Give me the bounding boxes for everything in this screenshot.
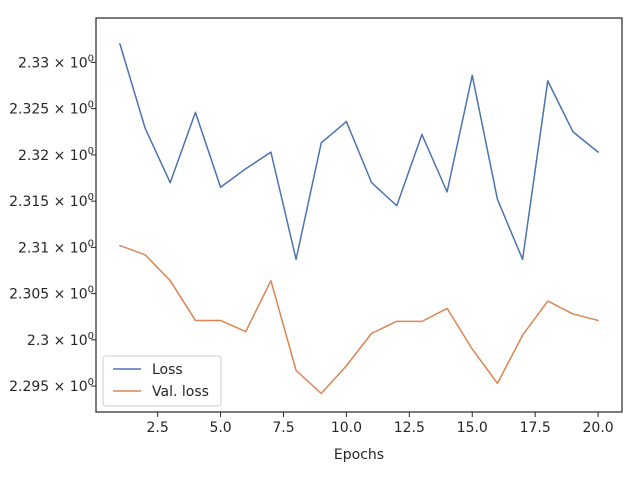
x-axis-label: Epochs bbox=[334, 447, 384, 463]
series-line-val-loss bbox=[119, 244, 599, 395]
y-tick-label: 2.31 × 100 bbox=[18, 238, 94, 256]
x-tick-label: 20.0 bbox=[583, 420, 614, 436]
series-loss bbox=[119, 43, 599, 261]
legend-label-loss: Loss bbox=[152, 362, 183, 378]
x-tick-label: 12.5 bbox=[394, 420, 425, 436]
plot-area bbox=[96, 18, 622, 412]
y-tick-label: 2.295 × 100 bbox=[9, 377, 94, 395]
x-axis: 2.5 5.0 7.5 10.0 12.5 15.0 17.5 20.0 bbox=[147, 412, 614, 436]
series-line-loss bbox=[119, 43, 599, 261]
y-tick-label: 2.3 × 100 bbox=[27, 331, 94, 349]
legend: Loss Val. loss bbox=[102, 355, 222, 407]
y-tick-label: 2.315 × 100 bbox=[9, 192, 94, 210]
series-layer bbox=[119, 43, 599, 395]
x-tick-label: 15.0 bbox=[457, 420, 488, 436]
y-tick-label: 2.325 × 100 bbox=[9, 100, 94, 118]
x-tick-label: 5.0 bbox=[209, 420, 231, 436]
x-tick-label: 17.5 bbox=[520, 420, 551, 436]
y-axis: 2.295 × 100 2.3 × 100 2.305 × 100 2.31 × 10… bbox=[9, 53, 96, 395]
x-tick-label: 10.0 bbox=[331, 420, 362, 436]
y-tick-label: 2.305 × 100 bbox=[9, 285, 94, 303]
x-tick-label: 7.5 bbox=[272, 420, 294, 436]
legend-label-val-loss: Val. loss bbox=[152, 384, 209, 400]
x-tick-label: 2.5 bbox=[147, 420, 169, 436]
plot-frame bbox=[95, 17, 623, 413]
y-tick-label: 2.32 × 100 bbox=[18, 146, 94, 164]
y-tick-label: 2.33 × 100 bbox=[18, 53, 94, 71]
series-val-loss bbox=[119, 244, 599, 395]
